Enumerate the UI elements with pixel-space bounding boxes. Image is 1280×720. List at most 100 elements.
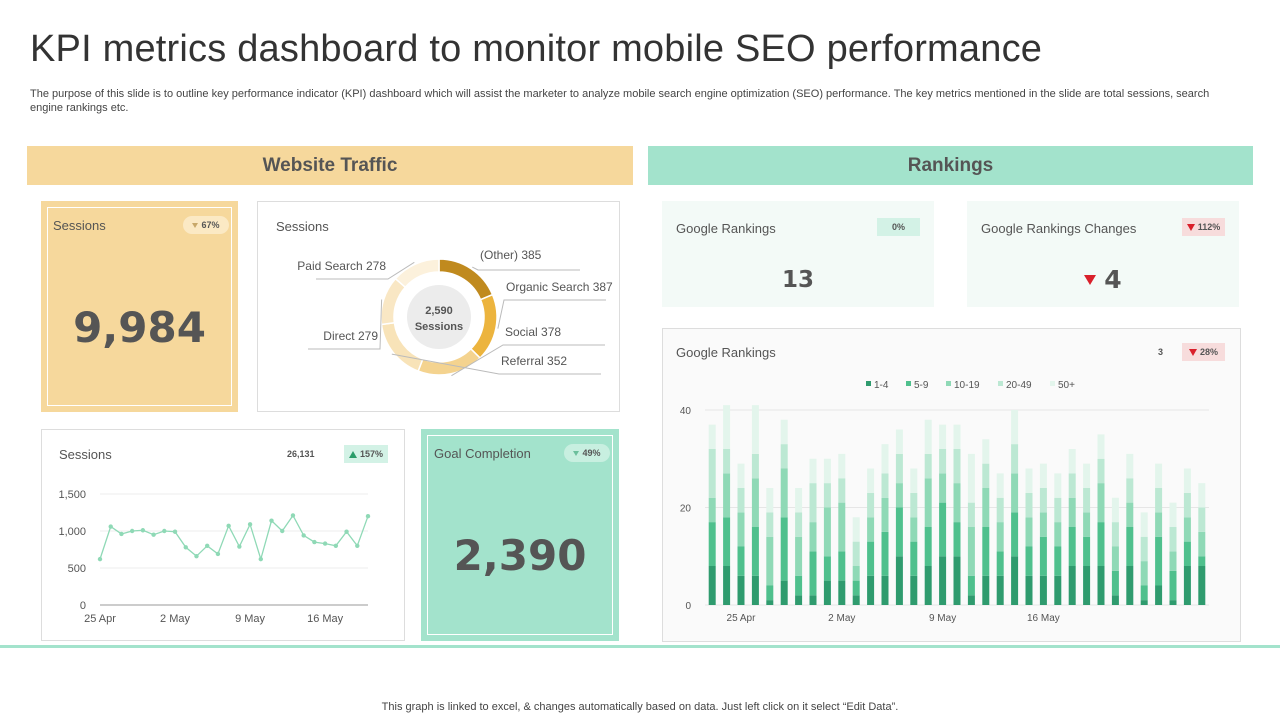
bar-segment-5-9[interactable] — [1025, 546, 1033, 576]
bar-segment-1-4[interactable] — [1140, 600, 1148, 605]
bar-segment-20-49[interactable] — [1183, 492, 1191, 518]
line-point[interactable] — [151, 532, 156, 537]
bar-segment-10-19[interactable] — [1126, 502, 1134, 527]
bar-segment-5-9[interactable] — [1111, 570, 1119, 596]
bar-segment-5-9[interactable] — [953, 522, 961, 557]
bar-segment-10-19[interactable] — [852, 566, 860, 581]
bar-segment-20-49[interactable] — [1083, 488, 1091, 513]
line-point[interactable] — [312, 539, 317, 545]
bar-segment-1-4[interactable] — [823, 580, 831, 605]
bar-segment-20-49[interactable] — [1025, 492, 1033, 518]
bar-segment-1-4[interactable] — [939, 556, 947, 605]
line-point[interactable] — [205, 543, 210, 548]
bar-segment-50+[interactable] — [867, 468, 875, 493]
bar-segment-10-19[interactable] — [1039, 512, 1047, 537]
bar-segment-10-19[interactable] — [780, 468, 788, 518]
bar-segment-5-9[interactable] — [1169, 570, 1177, 601]
bar-segment-1-4[interactable] — [967, 595, 975, 605]
bar-segment-1-4[interactable] — [1183, 566, 1191, 605]
bar-segment-20-49[interactable] — [996, 497, 1004, 523]
bar-segment-20-49[interactable] — [809, 483, 817, 523]
bar-segment-10-19[interactable] — [939, 473, 947, 503]
bar-segment-5-9[interactable] — [939, 502, 947, 557]
bar-segment-5-9[interactable] — [1068, 527, 1076, 566]
bar-segment-1-4[interactable] — [1025, 575, 1033, 605]
bar-segment-5-9[interactable] — [1011, 512, 1019, 557]
bar-segment-1-4[interactable] — [751, 575, 759, 605]
bar-segment-5-9[interactable] — [1198, 556, 1206, 566]
bar-segment-20-49[interactable] — [780, 444, 788, 469]
bar-segment-10-19[interactable] — [737, 512, 745, 547]
bar-segment-10-19[interactable] — [1183, 517, 1191, 542]
bar-segment-10-19[interactable] — [1140, 561, 1148, 586]
bar-segment-50+[interactable] — [838, 453, 846, 479]
bar-segment-50+[interactable] — [924, 419, 932, 454]
bar-segment-20-49[interactable] — [1140, 536, 1148, 562]
bar-segment-50+[interactable] — [780, 419, 788, 445]
bar-segment-50+[interactable] — [1183, 468, 1191, 493]
line-point[interactable] — [333, 543, 339, 548]
bar-segment-10-19[interactable] — [982, 488, 990, 527]
line-point[interactable] — [172, 529, 178, 534]
bar-segment-5-9[interactable] — [982, 527, 990, 576]
bar-segment-5-9[interactable] — [1054, 546, 1062, 576]
bar-segment-20-49[interactable] — [766, 512, 774, 537]
bar-segment-5-9[interactable] — [852, 580, 860, 596]
bar-segment-5-9[interactable] — [967, 575, 975, 596]
sessions-donut-card[interactable]: Sessions 2,590 Sessions (Other) 385 Organ… — [257, 201, 620, 412]
bar-segment-10-19[interactable] — [1097, 483, 1105, 523]
bar-segment-1-4[interactable] — [1039, 575, 1047, 605]
bar-segment-10-19[interactable] — [1155, 512, 1163, 537]
bar-segment-5-9[interactable] — [924, 527, 932, 566]
bar-segment-10-19[interactable] — [1198, 531, 1206, 557]
bar-segment-50+[interactable] — [795, 488, 803, 513]
bar-segment-1-4[interactable] — [895, 556, 903, 605]
bar-segment-1-4[interactable] — [1083, 566, 1091, 605]
line-point[interactable] — [119, 531, 124, 537]
bar-segment-5-9[interactable] — [723, 517, 731, 566]
sessions-line-card[interactable]: Sessions 26,131 157% 1,500 1,000 500 0 25 A… — [41, 429, 405, 641]
bar-segment-5-9[interactable] — [1155, 536, 1163, 586]
line-point[interactable] — [355, 543, 360, 548]
line-point[interactable] — [140, 528, 146, 533]
bar-segment-5-9[interactable] — [1140, 585, 1148, 601]
bar-segment-20-49[interactable] — [708, 449, 716, 498]
bar-segment-5-9[interactable] — [795, 575, 803, 596]
bar-segment-10-19[interactable] — [708, 497, 716, 523]
bar-segment-1-4[interactable] — [780, 580, 788, 605]
bar-segment-50+[interactable] — [967, 453, 975, 503]
line-point[interactable] — [226, 523, 231, 529]
bar-segment-10-19[interactable] — [1054, 522, 1062, 547]
bar-segment-20-49[interactable] — [1111, 522, 1119, 547]
bar-segment-20-49[interactable] — [953, 449, 961, 484]
bar-segment-1-4[interactable] — [1097, 566, 1105, 605]
bar-segment-10-19[interactable] — [996, 522, 1004, 552]
bar-segment-50+[interactable] — [1054, 473, 1062, 498]
bar-segment-1-4[interactable] — [852, 595, 860, 605]
bar-segment-1-4[interactable] — [1111, 595, 1119, 605]
bar-segment-20-49[interactable] — [751, 453, 759, 479]
bar-segment-20-49[interactable] — [1155, 488, 1163, 513]
bar-segment-1-4[interactable] — [953, 556, 961, 605]
bar-segment-20-49[interactable] — [823, 483, 831, 508]
bar-segment-1-4[interactable] — [881, 575, 889, 605]
bar-segment-10-19[interactable] — [823, 507, 831, 557]
bar-segment-20-49[interactable] — [723, 449, 731, 474]
bar-segment-50+[interactable] — [1126, 453, 1134, 479]
line-point[interactable] — [237, 544, 242, 549]
bar-segment-10-19[interactable] — [910, 517, 918, 542]
bar-segment-5-9[interactable] — [910, 541, 918, 576]
bar-segment-20-49[interactable] — [1068, 473, 1076, 498]
bar-segment-1-4[interactable] — [1198, 566, 1206, 605]
line-point[interactable] — [258, 556, 263, 562]
line-point[interactable] — [365, 514, 371, 519]
bar-segment-50+[interactable] — [1169, 502, 1177, 527]
bar-segment-10-19[interactable] — [1068, 497, 1076, 527]
bar-segment-20-49[interactable] — [1097, 458, 1105, 484]
bar-segment-10-19[interactable] — [881, 497, 889, 532]
bar-segment-20-49[interactable] — [939, 449, 947, 474]
google-rankings-card[interactable]: Google Rankings 0% 13 — [662, 201, 934, 307]
bar-segment-50+[interactable] — [1011, 410, 1019, 445]
bar-segment-5-9[interactable] — [809, 551, 817, 596]
bar-segment-1-4[interactable] — [867, 575, 875, 605]
